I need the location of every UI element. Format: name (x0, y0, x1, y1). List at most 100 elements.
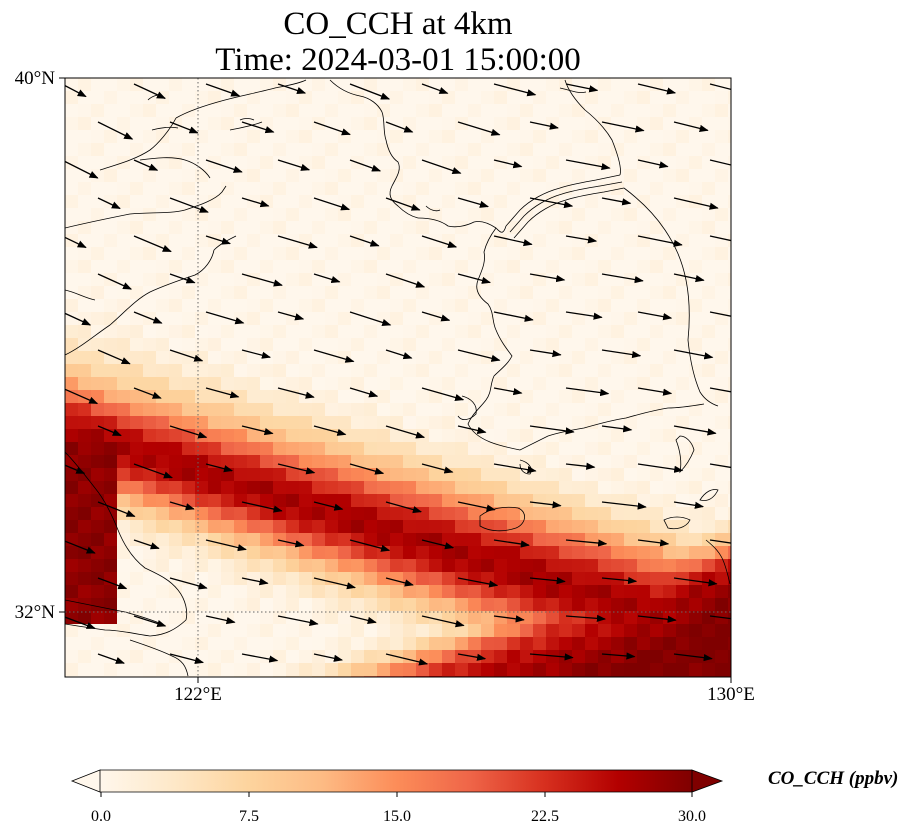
field-cell (624, 91, 638, 105)
field-cell (338, 390, 352, 404)
field-cell (273, 182, 287, 196)
wind-arrow (65, 236, 87, 249)
field-cell (286, 364, 300, 378)
field-cell (169, 429, 183, 443)
field-cell (624, 208, 638, 222)
field-cell (208, 260, 222, 274)
field-cell (377, 312, 391, 326)
field-cell (585, 325, 599, 339)
field-cell (689, 624, 703, 638)
field-cell (273, 208, 287, 222)
wind-arrow (493, 463, 537, 474)
field-cell (78, 169, 92, 183)
field-cell (650, 572, 664, 586)
field-cell (377, 455, 391, 469)
field-cell (442, 299, 456, 313)
wind-arrow (205, 311, 245, 325)
field-cell (494, 494, 508, 508)
field-cell (702, 650, 716, 664)
field-cell (520, 338, 534, 352)
field-cell (364, 364, 378, 378)
field-cell (494, 338, 508, 352)
wind-arrow (277, 387, 315, 399)
field-cell (351, 208, 365, 222)
field-cell (403, 260, 417, 274)
field-cell (169, 221, 183, 235)
field-cell (169, 611, 183, 625)
field-cell (338, 78, 352, 92)
wind-arrow (565, 235, 598, 244)
field-cell (429, 650, 443, 664)
field-cell (260, 650, 274, 664)
field-cell (143, 91, 157, 105)
coastlines (65, 79, 731, 677)
wind-arrow (457, 121, 501, 136)
field-cell (676, 377, 690, 391)
field-cell (91, 247, 105, 261)
field-cell (156, 143, 170, 157)
field-cell (585, 377, 599, 391)
field-cell (169, 546, 183, 560)
field-cell (663, 156, 677, 170)
field-cell (585, 351, 599, 365)
field-cell (377, 390, 391, 404)
field-cell (481, 468, 495, 482)
field-cell (195, 286, 209, 300)
field-cell (442, 182, 456, 196)
field-cell (650, 624, 664, 638)
field-cell (65, 130, 79, 144)
wind-arrow (241, 121, 275, 134)
field-cell (104, 494, 118, 508)
field-cell (585, 429, 599, 443)
field-cell (273, 104, 287, 118)
field-cell (663, 260, 677, 274)
field-cell (533, 390, 547, 404)
field-cell (481, 624, 495, 638)
field-cell (702, 559, 716, 573)
field-cell (65, 286, 79, 300)
field-cell (169, 533, 183, 547)
field-cell (91, 325, 105, 339)
field-cell (585, 468, 599, 482)
field-cell (676, 494, 690, 508)
field-cell (546, 572, 560, 586)
field-cell (624, 468, 638, 482)
field-cell (416, 130, 430, 144)
field-cell (143, 676, 157, 677)
field-cell (429, 585, 443, 599)
field-cell (507, 208, 521, 222)
field-cell (637, 546, 651, 560)
field-cell (286, 130, 300, 144)
field-cell (260, 533, 274, 547)
field-cell (663, 78, 677, 92)
field-cell (234, 559, 248, 573)
field-cell (78, 611, 92, 625)
field-cell (260, 351, 274, 365)
field-cell (338, 377, 352, 391)
wind-arrow (241, 577, 269, 586)
wind-arrow (97, 653, 125, 664)
field-cell (338, 663, 352, 677)
wind-arrow (457, 197, 489, 208)
field-cell (585, 507, 599, 521)
field-cell (312, 533, 326, 547)
field-cell (247, 156, 261, 170)
wind-arrow (565, 387, 610, 397)
field-cell (260, 585, 274, 599)
field-cell (468, 143, 482, 157)
wind-arrow (421, 159, 462, 174)
field-cell (130, 429, 144, 443)
field-cell (156, 273, 170, 287)
field-cell (520, 429, 534, 443)
field-cell (104, 676, 118, 677)
field-cell (728, 117, 731, 131)
field-cell (195, 221, 209, 235)
field-cell (637, 325, 651, 339)
field-cell (325, 390, 339, 404)
field-cell (78, 286, 92, 300)
field-cell (234, 650, 248, 664)
field-cell (377, 156, 391, 170)
field-cell (156, 78, 170, 92)
field-cell (299, 273, 313, 287)
field-cell (260, 507, 274, 521)
